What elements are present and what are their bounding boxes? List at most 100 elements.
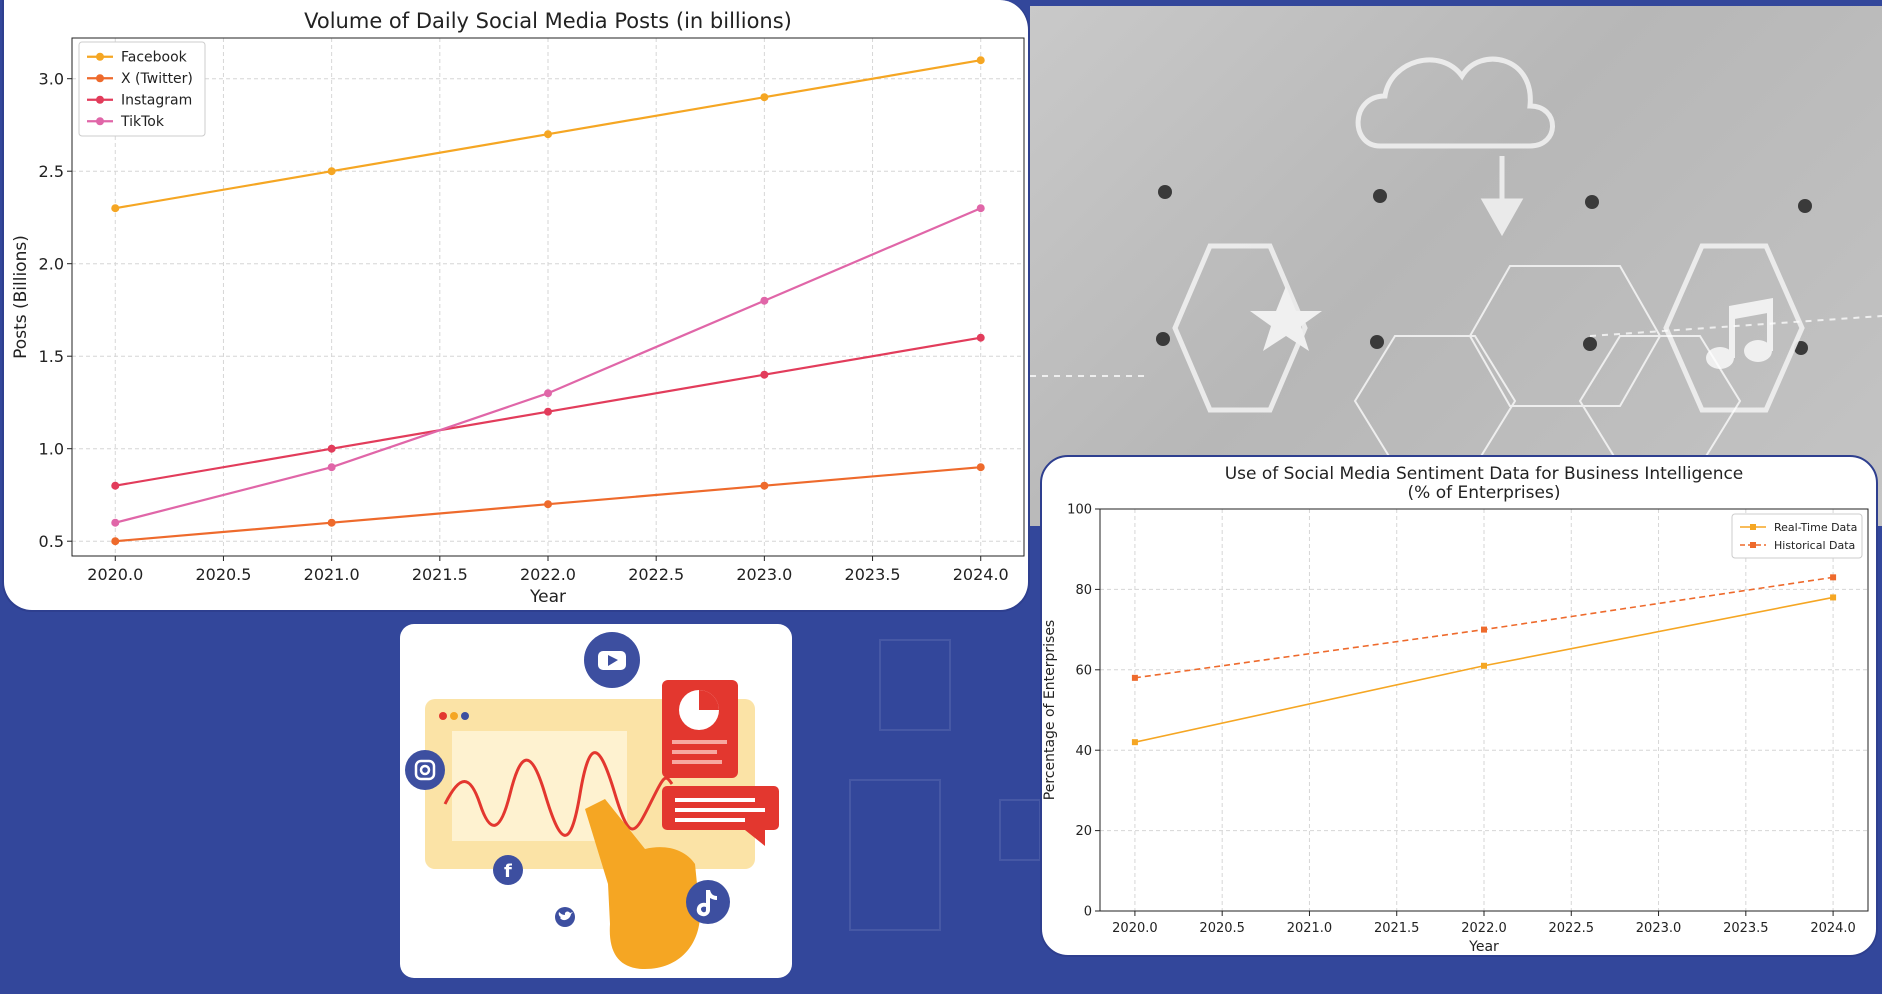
x-tick-label: 2020.0 xyxy=(87,565,143,584)
data-point xyxy=(327,518,336,527)
data-point xyxy=(327,167,336,176)
posts-line-chart: 2020.0 2020.5 2021.0 2021.5 2022.0 2022.5 2023… xyxy=(11,9,1025,607)
data-point xyxy=(1481,662,1487,669)
x-tick-label: 2023.5 xyxy=(845,565,901,584)
y-axis-label: Posts (Billions) xyxy=(11,235,31,359)
legend-box xyxy=(1731,513,1863,559)
sentiment-chart-panel: 2020.0 2020.5 2021.0 2021.5 2022.0 2022.5 2023… xyxy=(1040,455,1878,957)
x-tick-label: 2023.5 xyxy=(1723,921,1769,936)
cloud-download-icon xyxy=(1355,56,1555,149)
y-tick-label: 0 xyxy=(1084,905,1092,920)
data-point xyxy=(976,56,985,65)
x-tick-label: 2021.5 xyxy=(412,565,468,584)
data-point xyxy=(111,537,120,546)
data-point xyxy=(976,463,985,472)
x-tick-label: 2024.0 xyxy=(953,565,1009,584)
legend-label: X (Twitter) xyxy=(121,71,193,87)
twitter-icon xyxy=(555,907,575,927)
music-note-icon xyxy=(1706,298,1773,369)
x-tick-label: 2020.5 xyxy=(195,565,251,584)
photo-graphic xyxy=(1030,56,1882,467)
data-point xyxy=(976,204,985,213)
chart-title: Use of Social Media Sentiment Data for B… xyxy=(1225,464,1744,484)
x-tick-label: 2021.0 xyxy=(1287,921,1333,936)
concrete-wall-photo xyxy=(1030,6,1882,526)
svg-text:f: f xyxy=(504,861,512,882)
instagram-icon xyxy=(405,750,445,790)
data-point xyxy=(327,444,336,453)
data-point xyxy=(111,204,120,213)
y-tick-label: 60 xyxy=(1075,663,1092,678)
x-tick-label: 2021.0 xyxy=(304,565,360,584)
facebook-icon: f xyxy=(493,855,523,885)
x-tick-label: 2024.0 xyxy=(1810,921,1856,936)
x-tick-label: 2023.0 xyxy=(736,565,792,584)
data-point xyxy=(760,370,769,379)
x-tick-label: 2021.5 xyxy=(1374,921,1420,936)
music-hexagon xyxy=(1663,243,1805,413)
cloud-arrow xyxy=(1480,198,1524,237)
legend-label: Historical Data xyxy=(1774,539,1855,552)
y-tick-label: 1.5 xyxy=(39,347,64,366)
posts-chart-panel: 2020.0 2020.5 2021.0 2021.5 2022.0 2022.5 2023… xyxy=(2,0,1030,612)
y-axis-label: Percentage of Enterprises xyxy=(1042,620,1058,800)
hand-pointer-icon xyxy=(585,799,700,969)
chart-subtitle: (% of Enterprises) xyxy=(1408,483,1561,503)
data-point xyxy=(544,130,552,139)
legend-marker xyxy=(1750,542,1756,548)
x-tick-label: 2022.0 xyxy=(1461,921,1507,936)
data-point xyxy=(1131,674,1138,681)
data-point xyxy=(544,389,552,398)
legend-label: TikTok xyxy=(120,114,165,130)
x-tick-label: 2022.5 xyxy=(628,565,684,584)
youtube-icon xyxy=(584,632,640,688)
legend-label: Instagram xyxy=(121,93,192,109)
data-point xyxy=(760,296,769,305)
x-tick-label: 2023.0 xyxy=(1636,921,1682,936)
x-tick-label: 2022.5 xyxy=(1549,921,1595,936)
data-point xyxy=(760,481,769,490)
legend-marker xyxy=(96,117,104,126)
data-point xyxy=(1830,574,1837,581)
star-hexagon xyxy=(1172,243,1308,413)
data-point xyxy=(327,463,336,472)
y-tick-label: 80 xyxy=(1075,583,1092,598)
x-axis-label: Year xyxy=(529,587,566,607)
y-tick-label: 2.5 xyxy=(39,162,64,181)
legend-label: Real-Time Data xyxy=(1774,521,1857,534)
data-point xyxy=(1481,626,1487,633)
data-point xyxy=(760,93,769,102)
legend-box xyxy=(78,41,206,137)
x-tick-label: 2020.5 xyxy=(1199,921,1245,936)
y-tick-label: 0.5 xyxy=(39,532,64,551)
wave-line xyxy=(443,751,674,837)
legend-marker xyxy=(96,52,104,61)
legend-marker xyxy=(96,95,104,104)
star-icon xyxy=(1250,286,1322,351)
plot-frame xyxy=(1099,508,1869,912)
x-tick-label: 2020.0 xyxy=(1112,921,1158,936)
sentiment-line-chart: 2020.0 2020.5 2021.0 2021.5 2022.0 2022.5 2023… xyxy=(1042,464,1869,955)
y-tick-label: 20 xyxy=(1075,824,1092,839)
data-point xyxy=(111,518,120,527)
data-point xyxy=(1131,739,1138,746)
data-point xyxy=(544,407,552,416)
data-point xyxy=(976,333,985,342)
chart-title: Volume of Daily Social Media Posts (in b… xyxy=(304,9,792,33)
analytics-illustration: f xyxy=(400,624,792,978)
x-tick-label: 2022.0 xyxy=(520,565,576,584)
y-tick-label: 40 xyxy=(1075,744,1092,759)
tiktok-icon xyxy=(686,880,730,924)
legend-marker xyxy=(96,74,104,83)
data-point xyxy=(111,481,120,490)
y-tick-label: 1.0 xyxy=(39,439,64,458)
data-point xyxy=(544,500,552,509)
x-axis-label: Year xyxy=(1468,939,1499,955)
legend-marker xyxy=(1750,524,1756,530)
legend-label: Facebook xyxy=(121,50,188,66)
y-tick-label: 100 xyxy=(1067,503,1092,518)
pie-chart-icon xyxy=(679,690,719,730)
chat-bubble-icon xyxy=(662,786,779,846)
data-point xyxy=(1830,594,1837,601)
y-tick-label: 2.0 xyxy=(39,254,64,273)
